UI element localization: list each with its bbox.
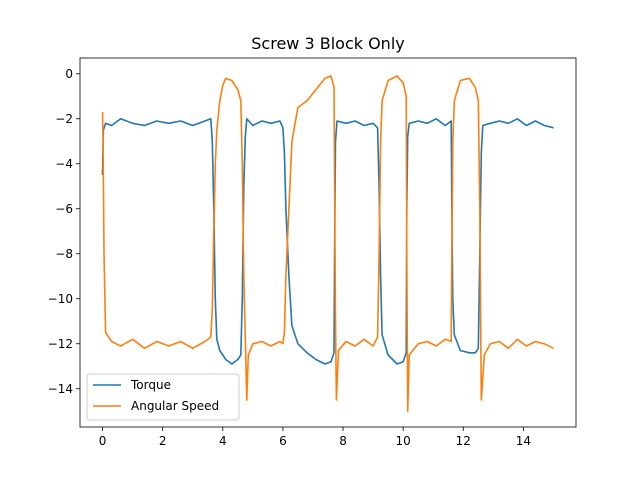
y-tick-label: −2 (55, 112, 73, 126)
y-tick-label: −10 (48, 292, 73, 306)
legend-label: Angular Speed (131, 399, 219, 413)
series-line-angular-speed (101, 75, 554, 413)
legend-box (86, 373, 240, 421)
legend-label: Torque (130, 378, 171, 392)
y-tick-label: 0 (65, 67, 73, 81)
x-tick-label: 0 (99, 434, 107, 448)
x-tick-label: 6 (279, 434, 287, 448)
x-tick-label: 12 (456, 434, 471, 448)
x-tick-label: 8 (339, 434, 347, 448)
axes-layer: 0 2 4 6 8 10 12 14 0 −2 −4 −6 −8 −10 −12 −14 (48, 67, 531, 448)
y-tick-label: −14 (48, 382, 73, 396)
chart-title: Screw 3 Block Only (251, 34, 404, 53)
y-tick-label: −4 (55, 157, 73, 171)
series-line-torque (101, 118, 554, 365)
legend: Torque Angular Speed (86, 373, 240, 421)
y-tick-label: −6 (55, 202, 73, 216)
plot-frame (79, 57, 577, 428)
y-tick-label: −12 (48, 337, 73, 351)
series-layer (101, 75, 554, 413)
x-tick-label: 4 (219, 434, 227, 448)
x-tick-label: 14 (516, 434, 531, 448)
y-tick-label: −8 (55, 247, 73, 261)
x-tick-label: 10 (396, 434, 411, 448)
x-tick-label: 2 (159, 434, 167, 448)
